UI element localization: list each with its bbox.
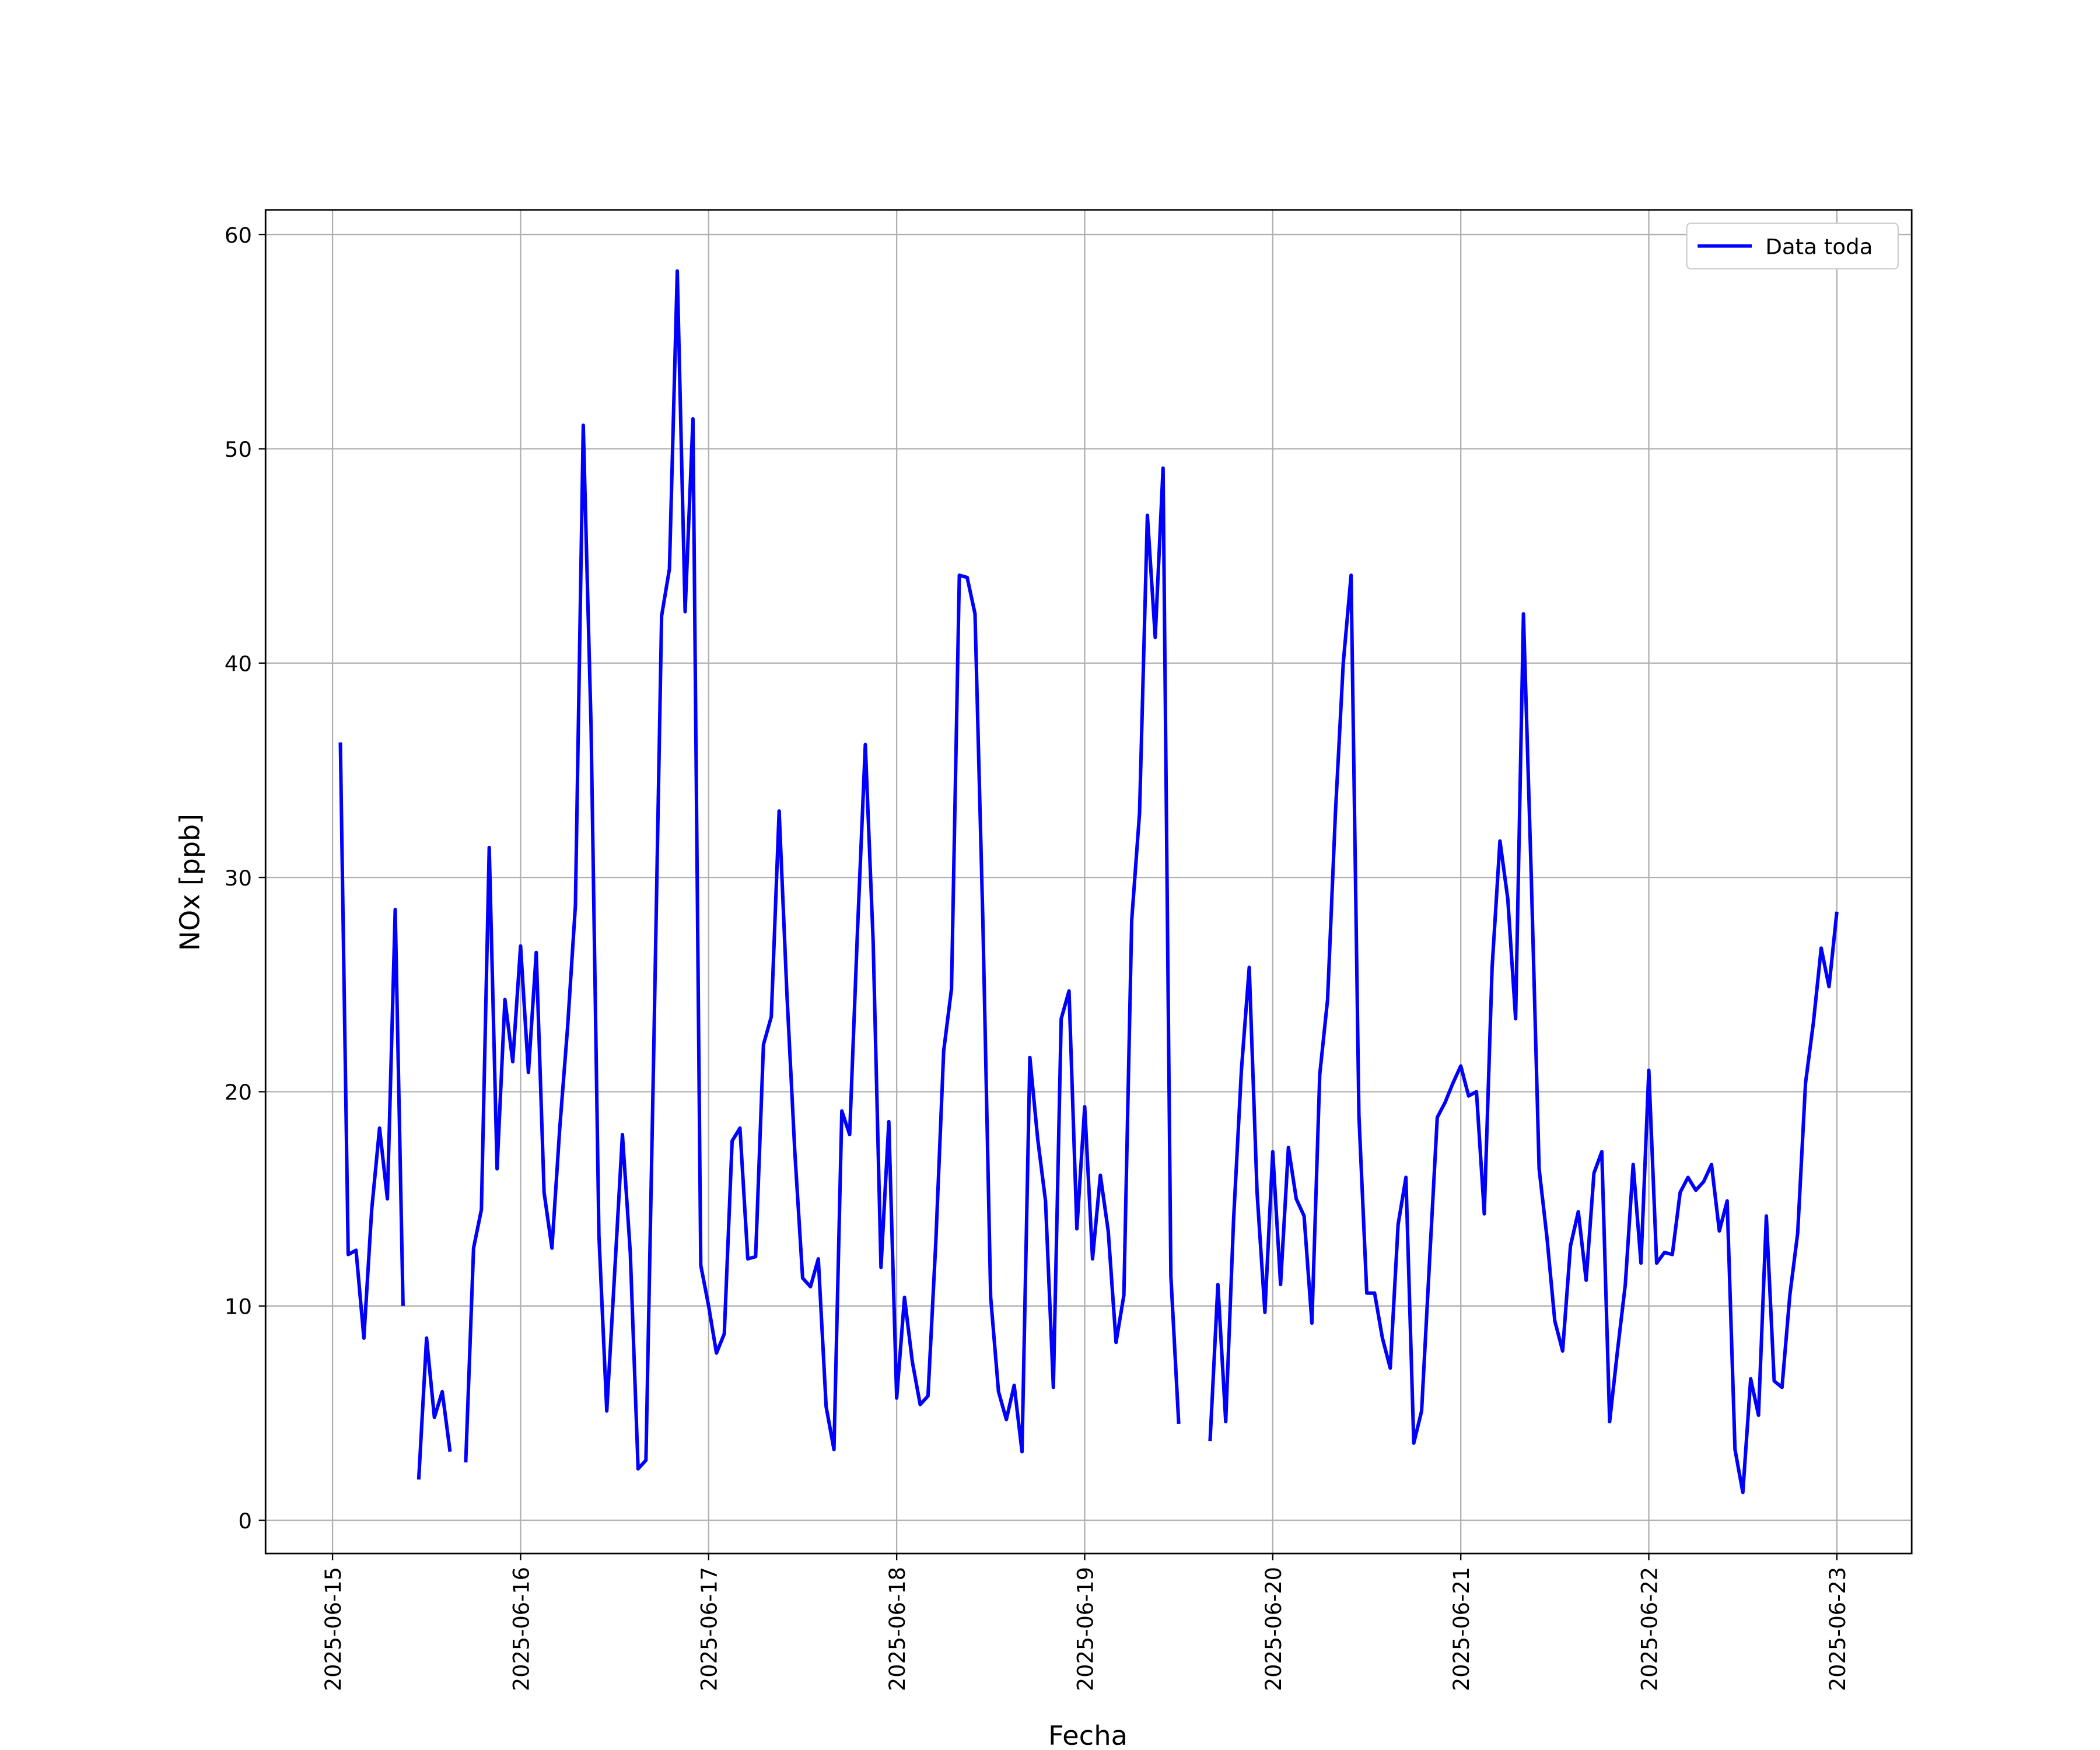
y-axis-label: NOx [ppb] [174, 814, 205, 951]
x-tick-label: 2025-06-16 [509, 1567, 534, 1691]
plot-area [338, 269, 1839, 1494]
x-tick-label: 2025-06-20 [1261, 1567, 1286, 1691]
x-tick-label: 2025-06-18 [885, 1567, 910, 1691]
y-tick-label: 60 [225, 223, 252, 248]
y-tick-label: 0 [238, 1508, 252, 1534]
legend: Data toda [1686, 222, 1899, 270]
data-line [338, 269, 1839, 1494]
y-tick-label: 40 [225, 652, 252, 677]
x-tick-label: 2025-06-21 [1449, 1567, 1474, 1691]
axes-frame [264, 209, 1913, 1555]
y-tick-label: 10 [225, 1294, 252, 1320]
x-tick-label: 2025-06-19 [1073, 1567, 1098, 1691]
x-tick-label: 2025-06-22 [1637, 1567, 1662, 1691]
x-tick-label: 2025-06-17 [696, 1567, 722, 1691]
x-axis-label: Fecha [1048, 1720, 1128, 1750]
legend-label: Data toda [1765, 235, 1873, 260]
legend-box [1686, 222, 1899, 270]
y-tick-label: 50 [225, 437, 252, 462]
x-tick-label: 2025-06-23 [1825, 1567, 1850, 1691]
y-tick-label: 30 [225, 866, 252, 891]
y-tick-label: 20 [225, 1080, 252, 1105]
x-tick-label: 2025-06-15 [321, 1567, 346, 1691]
